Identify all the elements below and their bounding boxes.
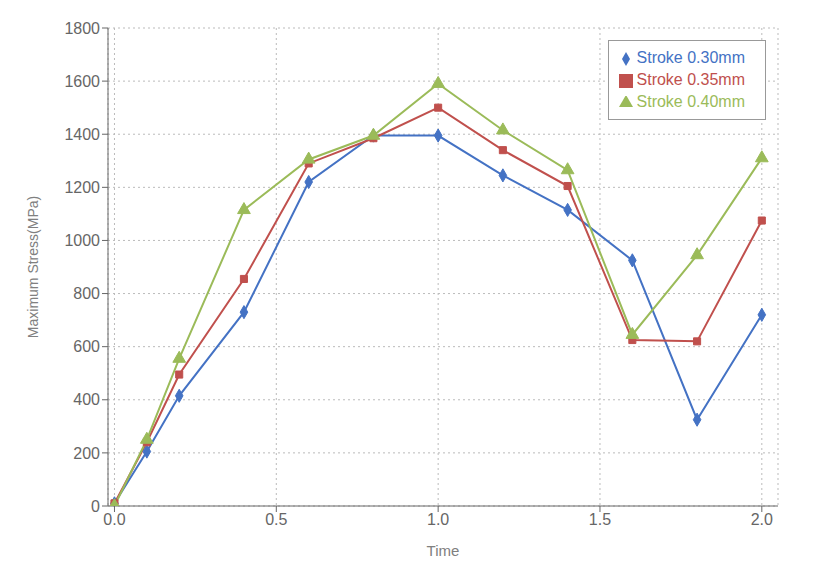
svg-text:1600: 1600: [64, 73, 100, 90]
svg-text:1200: 1200: [64, 179, 100, 196]
svg-text:0.0: 0.0: [103, 511, 125, 528]
svg-text:Time: Time: [427, 542, 460, 559]
svg-text:600: 600: [73, 338, 100, 355]
svg-text:800: 800: [73, 285, 100, 302]
svg-text:1400: 1400: [64, 126, 100, 143]
svg-text:200: 200: [73, 445, 100, 462]
svg-text:0.5: 0.5: [265, 511, 287, 528]
svg-text:Maximum Stress(MPa): Maximum Stress(MPa): [25, 196, 41, 338]
svg-text:1000: 1000: [64, 232, 100, 249]
html-text:Stroke 0.35mm: Stroke 0.35mm: [636, 71, 745, 88]
svg-text:1.5: 1.5: [589, 511, 611, 528]
svg-text:0: 0: [91, 498, 100, 515]
html-text:Stroke 0.40mm: Stroke 0.40mm: [636, 93, 745, 110]
html-text:Stroke 0.30mm: Stroke 0.30mm: [636, 49, 745, 66]
svg-text:1.0: 1.0: [427, 511, 449, 528]
svg-text:1800: 1800: [64, 20, 100, 37]
svg-text:2.0: 2.0: [751, 511, 773, 528]
svg-text:400: 400: [73, 391, 100, 408]
